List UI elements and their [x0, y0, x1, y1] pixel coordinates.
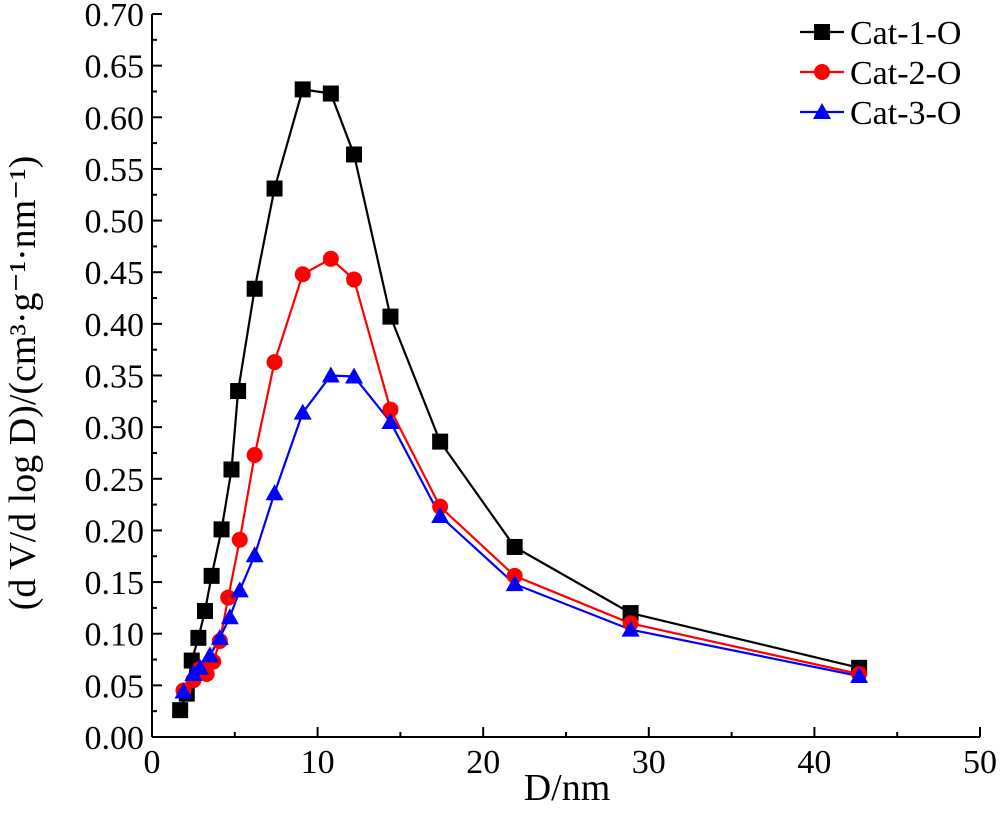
y-tick-label: 0.05 — [85, 668, 145, 705]
x-tick-label: 20 — [466, 744, 500, 781]
y-tick-label: 0.50 — [85, 204, 145, 241]
data-point-3 — [321, 366, 340, 383]
data-point-3 — [210, 628, 229, 645]
x-axis-title: D/nm — [524, 767, 611, 809]
axes: 0 10 20 30 40 50 0.00 0.05 0.10 0.15 0.20 0.25 0.30 0… — [85, 0, 998, 781]
data-point-1 — [294, 81, 311, 98]
data-point-2 — [246, 447, 263, 464]
data-point-3 — [345, 367, 364, 384]
legend-marker — [814, 64, 830, 80]
data-point-3 — [265, 484, 284, 501]
y-tick-label: 0.35 — [85, 359, 145, 396]
data-point-3 — [191, 658, 210, 675]
data-point-2 — [432, 498, 449, 515]
data-point-3 — [621, 620, 640, 637]
data-point-1 — [506, 538, 523, 555]
data-point-3 — [245, 546, 264, 563]
data-point-1 — [322, 85, 339, 102]
data-point-2 — [294, 266, 311, 283]
x-tick-label: 0 — [144, 744, 161, 781]
y-tick-label: 0.15 — [85, 565, 145, 602]
data-point-1 — [382, 308, 399, 325]
data-point-3 — [200, 646, 219, 663]
legend-label: Cat-3-O — [850, 95, 961, 132]
y-tick-label: 0.65 — [85, 49, 145, 86]
data-point-1 — [172, 702, 189, 719]
data-point-1 — [346, 146, 363, 163]
data-point-3 — [431, 506, 450, 523]
data-point-1 — [213, 521, 230, 538]
data-point-1 — [246, 280, 263, 297]
data-point-2 — [382, 401, 399, 418]
data-point-3 — [505, 575, 524, 592]
data-point-2 — [231, 531, 248, 548]
y-tick-label: 0.30 — [85, 410, 145, 447]
legend-marker — [814, 24, 830, 40]
y-tick-label: 0.25 — [85, 462, 145, 499]
data-point-1 — [203, 567, 220, 584]
x-tick-label: 10 — [301, 744, 335, 781]
y-tick-label: 0.00 — [85, 720, 145, 757]
x-tick-label: 50 — [963, 744, 997, 781]
data-point-2 — [322, 250, 339, 267]
y-tick-label: 0.20 — [85, 513, 145, 550]
data-point-1 — [230, 382, 247, 399]
legend-label: Cat-2-O — [850, 55, 961, 92]
y-tick-label: 0.60 — [85, 100, 145, 137]
data-point-3 — [850, 667, 869, 684]
y-tick-label: 0.45 — [85, 255, 145, 292]
data-point-3 — [220, 608, 239, 625]
data-point-2 — [220, 589, 237, 606]
x-tick-label: 30 — [632, 744, 666, 781]
y-tick-label: 0.70 — [85, 0, 145, 34]
data-point-1 — [266, 180, 283, 197]
data-point-1 — [223, 461, 240, 478]
legend-marker — [813, 103, 831, 119]
y-tick-label: 0.10 — [85, 617, 145, 654]
series-markers — [172, 81, 869, 719]
data-point-2 — [266, 354, 283, 371]
data-point-1 — [196, 602, 213, 619]
x-tick-label: 40 — [797, 744, 831, 781]
data-point-2 — [346, 271, 363, 288]
legend-label: Cat-1-O — [850, 15, 961, 52]
series-line-2 — [182, 257, 860, 692]
data-point-1 — [190, 629, 207, 646]
data-point-3 — [230, 581, 249, 598]
data-point-1 — [432, 433, 449, 450]
y-axis-title: (d V/d log D)/(cm³·g⁻¹·nm⁻¹) — [2, 156, 44, 611]
data-point-3 — [381, 412, 400, 429]
data-point-3 — [174, 682, 193, 699]
y-tick-label: 0.55 — [85, 152, 145, 189]
y-tick-label: 0.40 — [85, 307, 145, 344]
data-point-3 — [293, 403, 312, 420]
